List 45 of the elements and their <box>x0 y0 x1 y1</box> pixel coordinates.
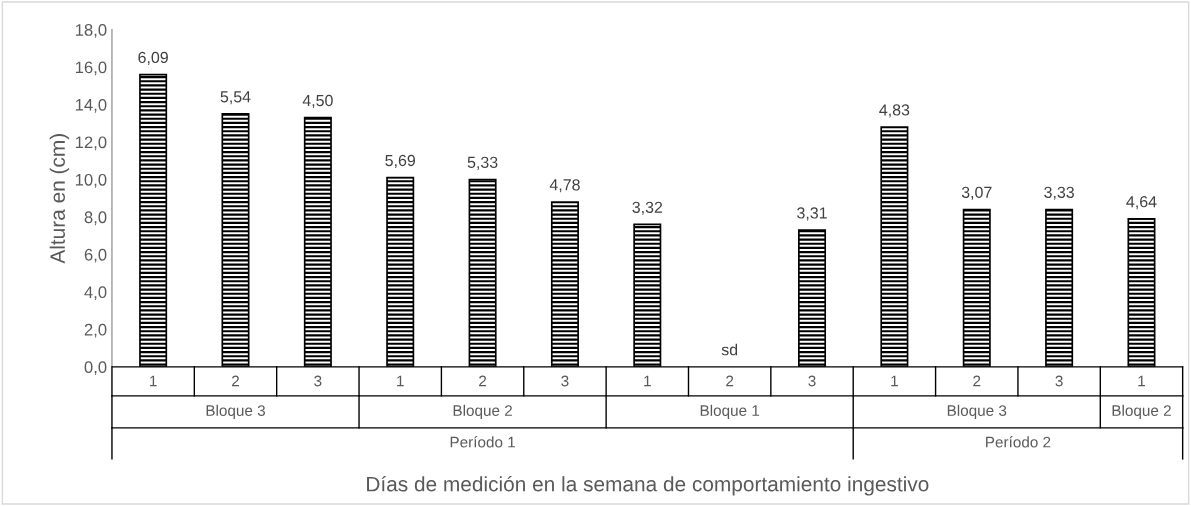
x-tick-label: 2 <box>726 375 734 387</box>
x-tick-label: 1 <box>644 375 651 387</box>
text: Período 2 <box>986 436 1051 448</box>
y-tick-label: 12,0 <box>75 136 107 151</box>
y-tick-label: 0,0 <box>84 361 107 376</box>
annotation: 4,50 <box>302 94 333 109</box>
annotation: 3,31 <box>797 207 827 221</box>
annotation: 3,33 <box>1044 186 1074 200</box>
annotation: 6,09 <box>138 51 168 65</box>
annotation: 3,32 <box>632 201 663 215</box>
y-tick-label: 8,0 <box>84 211 107 226</box>
text: Bloque 1 <box>700 404 760 419</box>
x-tick-label: 3 <box>314 375 322 387</box>
x-tick-label: 3 <box>1055 375 1063 387</box>
annotation: sd <box>721 343 738 356</box>
x-tick-label: 3 <box>808 375 816 387</box>
y-tick-label: 14,0 <box>75 98 107 113</box>
y-tick-label: 10,0 <box>75 173 107 188</box>
text: Bloque 2 <box>453 404 512 419</box>
y-tick-label: 2,0 <box>84 323 107 338</box>
x-tick-label: 2 <box>232 375 239 387</box>
x-tick-label: 1 <box>150 375 157 387</box>
y-tick-label: 18,0 <box>75 24 107 38</box>
annotation: 4,64 <box>1126 196 1157 210</box>
x-tick-label: 1 <box>397 375 404 387</box>
text: Período 1 <box>450 436 515 448</box>
annotation: 5,33 <box>467 156 498 170</box>
y-axis-title: Altura en (cm) <box>49 134 70 264</box>
x-tick-label: 3 <box>561 375 569 387</box>
x-axis-title: Días de medición en la semana de comportamiento ingestivo <box>367 475 929 496</box>
y-tick-label: 6,0 <box>84 248 107 263</box>
annotation: 5,54 <box>220 91 251 105</box>
text: Bloque 2 <box>1112 404 1171 419</box>
annotation: 5,69 <box>385 154 416 169</box>
annotation: 3,07 <box>961 186 992 200</box>
x-tick-label: 2 <box>973 375 981 387</box>
annotation: 4,83 <box>879 104 910 118</box>
y-tick-label: 16,0 <box>75 61 107 76</box>
x-tick-label: 1 <box>891 375 898 387</box>
annotation: 4,78 <box>549 179 580 193</box>
text: Bloque 3 <box>206 404 265 419</box>
x-tick-label: 2 <box>479 375 487 387</box>
x-tick-label: 1 <box>1138 375 1145 387</box>
text: Bloque 3 <box>947 404 1007 419</box>
y-tick-label: 4,0 <box>84 286 107 301</box>
